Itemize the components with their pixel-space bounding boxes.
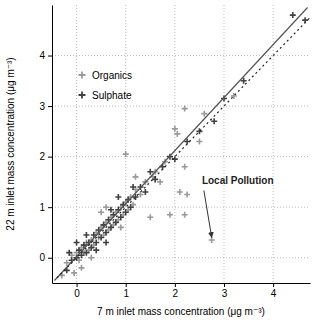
line-series bbox=[57, 18, 310, 278]
scatter-point bbox=[115, 194, 121, 200]
y-tick-mark bbox=[48, 157, 52, 158]
x-tick: 2 bbox=[173, 283, 179, 299]
scatter-point bbox=[174, 131, 180, 137]
scatter-point bbox=[98, 209, 104, 215]
x-tick-mark bbox=[224, 283, 225, 287]
scatter-point bbox=[118, 224, 124, 230]
scatter-point bbox=[130, 184, 136, 190]
x-tick-label: 2 bbox=[173, 288, 179, 299]
y-axis-title: 22 m inlet mass concentration (μg m⁻³) bbox=[5, 57, 16, 230]
scatter-point bbox=[184, 192, 190, 198]
scatter-point bbox=[71, 270, 77, 276]
legend-marker bbox=[79, 92, 86, 99]
y-tick-mark bbox=[48, 207, 52, 208]
y-tick-label: 1 bbox=[39, 202, 45, 213]
legend: Organics Sulphate bbox=[79, 70, 133, 101]
scatter-point bbox=[182, 106, 188, 112]
x-tick-mark bbox=[77, 283, 78, 287]
x-tick-mark bbox=[273, 283, 274, 287]
scatter-point bbox=[108, 224, 114, 230]
y-axis: 0 1 2 3 4 bbox=[39, 6, 52, 284]
x-tick: 3 bbox=[222, 283, 228, 299]
grid-line-y bbox=[52, 55, 310, 56]
y-tick-label: 3 bbox=[39, 101, 45, 112]
x-tick-mark bbox=[175, 283, 176, 287]
x-tick-mark bbox=[126, 283, 127, 287]
annotation-text: Local Pollution bbox=[202, 175, 274, 186]
x-tick-label: 4 bbox=[271, 288, 277, 299]
y-tick: 3 bbox=[39, 101, 52, 112]
annotation: Local Pollution bbox=[202, 175, 274, 237]
scatter-point bbox=[93, 247, 99, 253]
scatter-point bbox=[182, 212, 188, 218]
y-axis-line bbox=[52, 6, 53, 284]
scatter-point bbox=[142, 189, 148, 195]
scatter-series bbox=[64, 12, 308, 273]
line-series bbox=[54, 8, 307, 281]
scatter-point bbox=[118, 214, 124, 220]
scatter-point bbox=[211, 118, 217, 124]
y-tick-mark bbox=[48, 106, 52, 107]
scatter-point bbox=[66, 250, 72, 256]
y-tick-label: 2 bbox=[39, 151, 45, 162]
scatter-point bbox=[209, 237, 215, 243]
x-axis-line bbox=[53, 283, 311, 284]
scatter-point bbox=[103, 240, 109, 246]
scatter-point bbox=[290, 12, 296, 18]
y-tick-label: 0 bbox=[39, 252, 45, 263]
y-tick: 1 bbox=[39, 202, 52, 213]
scatter-point bbox=[167, 212, 173, 218]
chart-container: 0 1 2 3 4 0 1 2 3 4 Organics Sulphate Local Pollutio… bbox=[0, 0, 316, 321]
x-tick: 0 bbox=[74, 283, 80, 299]
grid-line-x bbox=[174, 5, 175, 283]
x-axis: 0 1 2 3 4 bbox=[53, 283, 311, 299]
plot: 0 1 2 3 4 0 1 2 3 4 Organics Sulphate Local Pollutio… bbox=[39, 5, 310, 299]
y-tick-mark bbox=[48, 56, 52, 57]
scatter-point bbox=[177, 189, 183, 195]
grid-line-y bbox=[52, 156, 310, 157]
legend-label: Organics bbox=[92, 70, 132, 81]
scatter-point bbox=[123, 151, 129, 157]
chart-svg: 0 1 2 3 4 0 1 2 3 4 Organics Sulphate Local Pollutio… bbox=[0, 0, 316, 321]
legend-marker bbox=[79, 72, 86, 79]
plot-area bbox=[54, 8, 310, 281]
x-axis-title: 7 m inlet mass concentration (μg m⁻³) bbox=[97, 306, 265, 317]
scatter-point bbox=[147, 169, 153, 175]
scatter-point bbox=[182, 164, 188, 170]
scatter-point bbox=[78, 265, 84, 271]
grid-line-x bbox=[125, 5, 126, 283]
x-tick-label: 3 bbox=[222, 288, 228, 299]
legend-label: Sulphate bbox=[92, 90, 132, 101]
x-tick-label: 1 bbox=[123, 288, 129, 299]
x-tick-label: 0 bbox=[74, 288, 80, 299]
y-tick-label: 4 bbox=[39, 50, 45, 61]
y-tick: 2 bbox=[39, 151, 52, 162]
scatter-point bbox=[83, 232, 89, 238]
x-tick: 1 bbox=[123, 283, 129, 299]
scatter-point bbox=[147, 214, 153, 220]
scatter-point bbox=[93, 240, 99, 246]
grid-line-x bbox=[224, 5, 225, 283]
scatter-point bbox=[108, 207, 114, 213]
y-tick-mark bbox=[48, 258, 52, 259]
grid bbox=[52, 5, 310, 283]
y-tick: 4 bbox=[39, 50, 52, 61]
legend-item: Sulphate bbox=[79, 90, 132, 101]
grid-line-y bbox=[52, 106, 310, 107]
annotation-arrow bbox=[204, 190, 212, 237]
scatter-point bbox=[128, 204, 134, 210]
grid-line-x bbox=[273, 5, 274, 283]
legend-item: Organics bbox=[79, 70, 133, 81]
scatter-point bbox=[83, 250, 89, 256]
scatter-point bbox=[88, 255, 94, 261]
x-tick: 4 bbox=[271, 283, 277, 299]
scatter-point bbox=[98, 235, 104, 241]
grid-line-y bbox=[52, 207, 310, 208]
y-tick: 0 bbox=[39, 252, 52, 263]
scatter-point bbox=[196, 138, 202, 144]
scatter-point bbox=[74, 240, 80, 246]
scatter-point bbox=[133, 174, 139, 180]
